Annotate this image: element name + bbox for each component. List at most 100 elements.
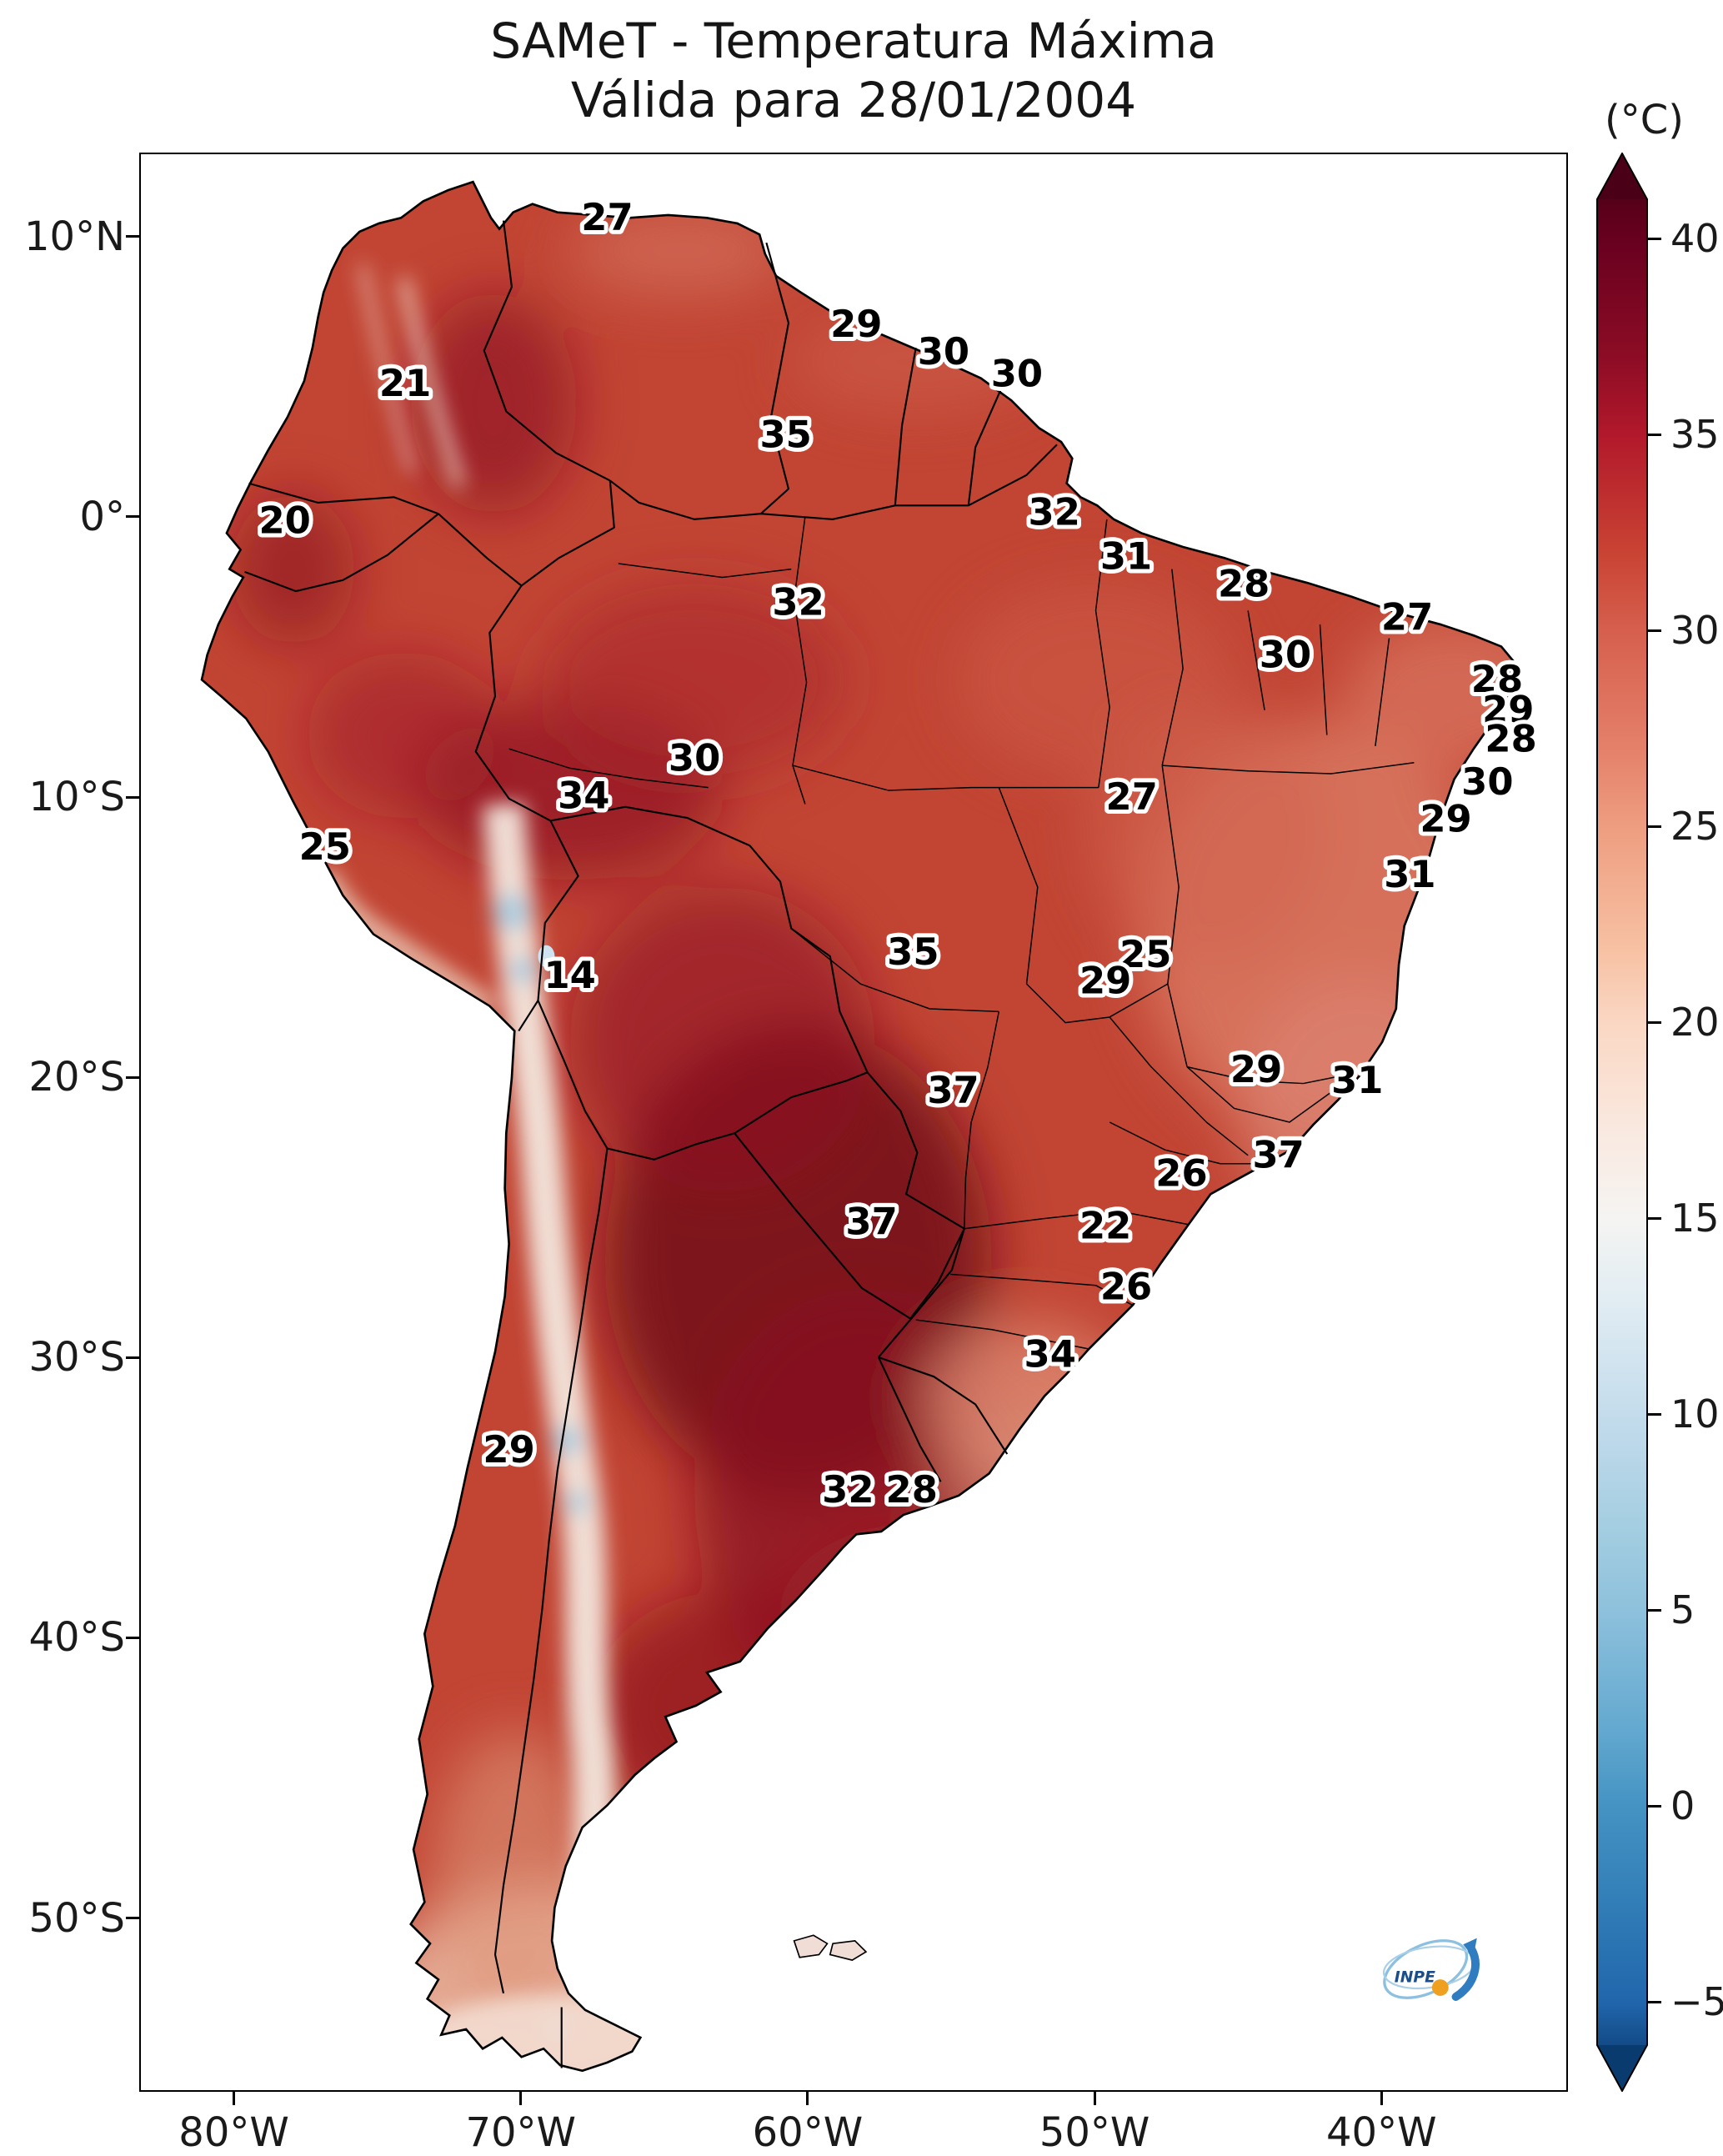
temperature-label: 26 — [1155, 1151, 1207, 1195]
temperature-label: 34 — [1024, 1332, 1076, 1376]
temperature-label: 25 — [299, 825, 351, 869]
temperature-label: 34 — [558, 774, 609, 818]
arrowhead-icon — [1463, 1938, 1477, 1958]
temperature-label: 31 — [1384, 852, 1435, 896]
colorbar-tick — [1648, 825, 1661, 828]
colorbar-tick — [1648, 1216, 1661, 1220]
colorbar-tick-label: 35 — [1670, 412, 1720, 458]
temperature-label: 28 — [1218, 562, 1270, 606]
colorbar-unit-label: (°C) — [1605, 97, 1684, 143]
latitude-tick — [126, 1917, 139, 1920]
latitude-tick — [126, 1075, 139, 1079]
temperature-label: 30 — [918, 329, 969, 374]
temperature-label: 29 — [1079, 959, 1131, 1003]
temperature-label: 30 — [669, 736, 720, 780]
temperature-label: 29 — [1420, 797, 1471, 841]
colorbar-tick — [1648, 1412, 1661, 1416]
colorbar-tick-label: 0 — [1670, 1783, 1695, 1829]
colorbar-tick — [1648, 433, 1661, 436]
temperature-label: 30 — [991, 352, 1043, 396]
inpe-logo: INPE — [1367, 1914, 1499, 2028]
latitude-tick-label: 10°N — [24, 213, 125, 260]
colorbar-body — [1597, 199, 1647, 2045]
temperature-label: 21 — [379, 361, 431, 405]
longitude-tick-label: 80°W — [178, 2109, 289, 2156]
temperature-label: 28 — [1485, 717, 1536, 761]
colorbar — [1596, 153, 1648, 2092]
temperature-label: 37 — [927, 1068, 979, 1112]
colorbar-tick-label: 40 — [1670, 216, 1720, 261]
latitude-tick — [126, 515, 139, 519]
colorbar-tick-label: 20 — [1670, 1000, 1720, 1045]
colorbar-tick-label: 5 — [1670, 1587, 1695, 1633]
inpe-logo-text: INPE — [1395, 1968, 1435, 1986]
temperature-label: 29 — [830, 302, 882, 346]
longitude-tick-label: 70°W — [465, 2109, 577, 2156]
temperature-label: 32 — [1029, 490, 1080, 534]
longitude-tick-label: 50°W — [1039, 2109, 1150, 2156]
temperature-label: 37 — [1252, 1133, 1304, 1177]
temperature-label: 30 — [1461, 760, 1513, 804]
map-subtitle: Válida para 28/01/2004 — [570, 71, 1137, 128]
latitude-tick-label: 20°S — [28, 1054, 125, 1101]
temperature-label: 27 — [581, 195, 633, 239]
latitude-tick-label: 40°S — [28, 1614, 125, 1662]
temperature-label: 32 — [822, 1467, 874, 1512]
temperature-label: 35 — [887, 930, 939, 974]
latitude-tick — [126, 1356, 139, 1359]
chart-title-block: SAMeT - Temperatura Máxima Válida para 2… — [139, 12, 1568, 130]
temperature-label: 27 — [1381, 595, 1433, 639]
longitude-tick — [1093, 2092, 1096, 2105]
colorbar-tick-label: 30 — [1670, 608, 1720, 654]
colorbar-tick — [1648, 1804, 1661, 1808]
latitude-tick — [126, 795, 139, 799]
temperature-label: 30 — [1260, 632, 1311, 676]
latitude-tick-label: 10°S — [28, 774, 125, 821]
colorbar-svg — [1596, 153, 1648, 2092]
latitude-tick-label: 30°S — [28, 1334, 125, 1381]
longitude-tick-label: 40°W — [1326, 2109, 1437, 2156]
temperature-label: 28 — [1471, 657, 1523, 701]
colorbar-tick-label: −5 — [1670, 1979, 1723, 2025]
temperature-label: 22 — [1079, 1203, 1131, 1247]
temperature-label: 37 — [845, 1199, 897, 1243]
temperature-label: 29 — [483, 1427, 534, 1472]
latitude-tick — [126, 1636, 139, 1639]
temperature-label: 14 — [543, 953, 595, 997]
colorbar-extend-min — [1597, 2045, 1647, 2091]
temperature-label: 28 — [886, 1467, 938, 1512]
colorbar-tick-label: 15 — [1670, 1196, 1720, 1241]
temperature-label: 35 — [759, 413, 811, 457]
temperature-label: 31 — [1331, 1058, 1383, 1102]
temperature-label: 25 — [1119, 932, 1171, 976]
latitude-tick-label: 50°S — [28, 1894, 125, 1942]
longitude-tick — [1380, 2092, 1383, 2105]
state-borders — [508, 516, 1415, 1350]
map-title: SAMeT - Temperatura Máxima — [490, 13, 1217, 69]
colorbar-tick-label: 10 — [1670, 1391, 1720, 1437]
inpe-logo-graphic: INPE — [1382, 1938, 1480, 2001]
temperature-label: 29 — [1482, 688, 1534, 732]
colorbar-tick — [1648, 1020, 1661, 1024]
colorbar-outline — [1596, 153, 1648, 2092]
temperature-label: 29 — [1230, 1047, 1282, 1091]
falkland-islands — [793, 1934, 868, 1961]
latitude-tick-label: 0° — [79, 493, 125, 540]
longitude-tick-label: 60°W — [752, 2109, 864, 2156]
longitude-tick — [806, 2092, 809, 2105]
orange-dot-icon — [1431, 1979, 1449, 1996]
temperature-label: 27 — [1106, 775, 1158, 819]
temperature-label: 26 — [1100, 1264, 1152, 1308]
colorbar-extend-max — [1597, 153, 1647, 199]
colorbar-tick — [1648, 629, 1661, 632]
temperature-label: 31 — [1100, 534, 1152, 579]
temperature-label: 32 — [772, 579, 824, 624]
longitude-tick — [519, 2092, 523, 2105]
colorbar-tick — [1648, 237, 1661, 240]
temperature-label: 20 — [258, 498, 310, 542]
national-borders — [244, 220, 1058, 2068]
colorbar-tick — [1648, 2000, 1661, 2003]
longitude-tick — [233, 2092, 236, 2105]
